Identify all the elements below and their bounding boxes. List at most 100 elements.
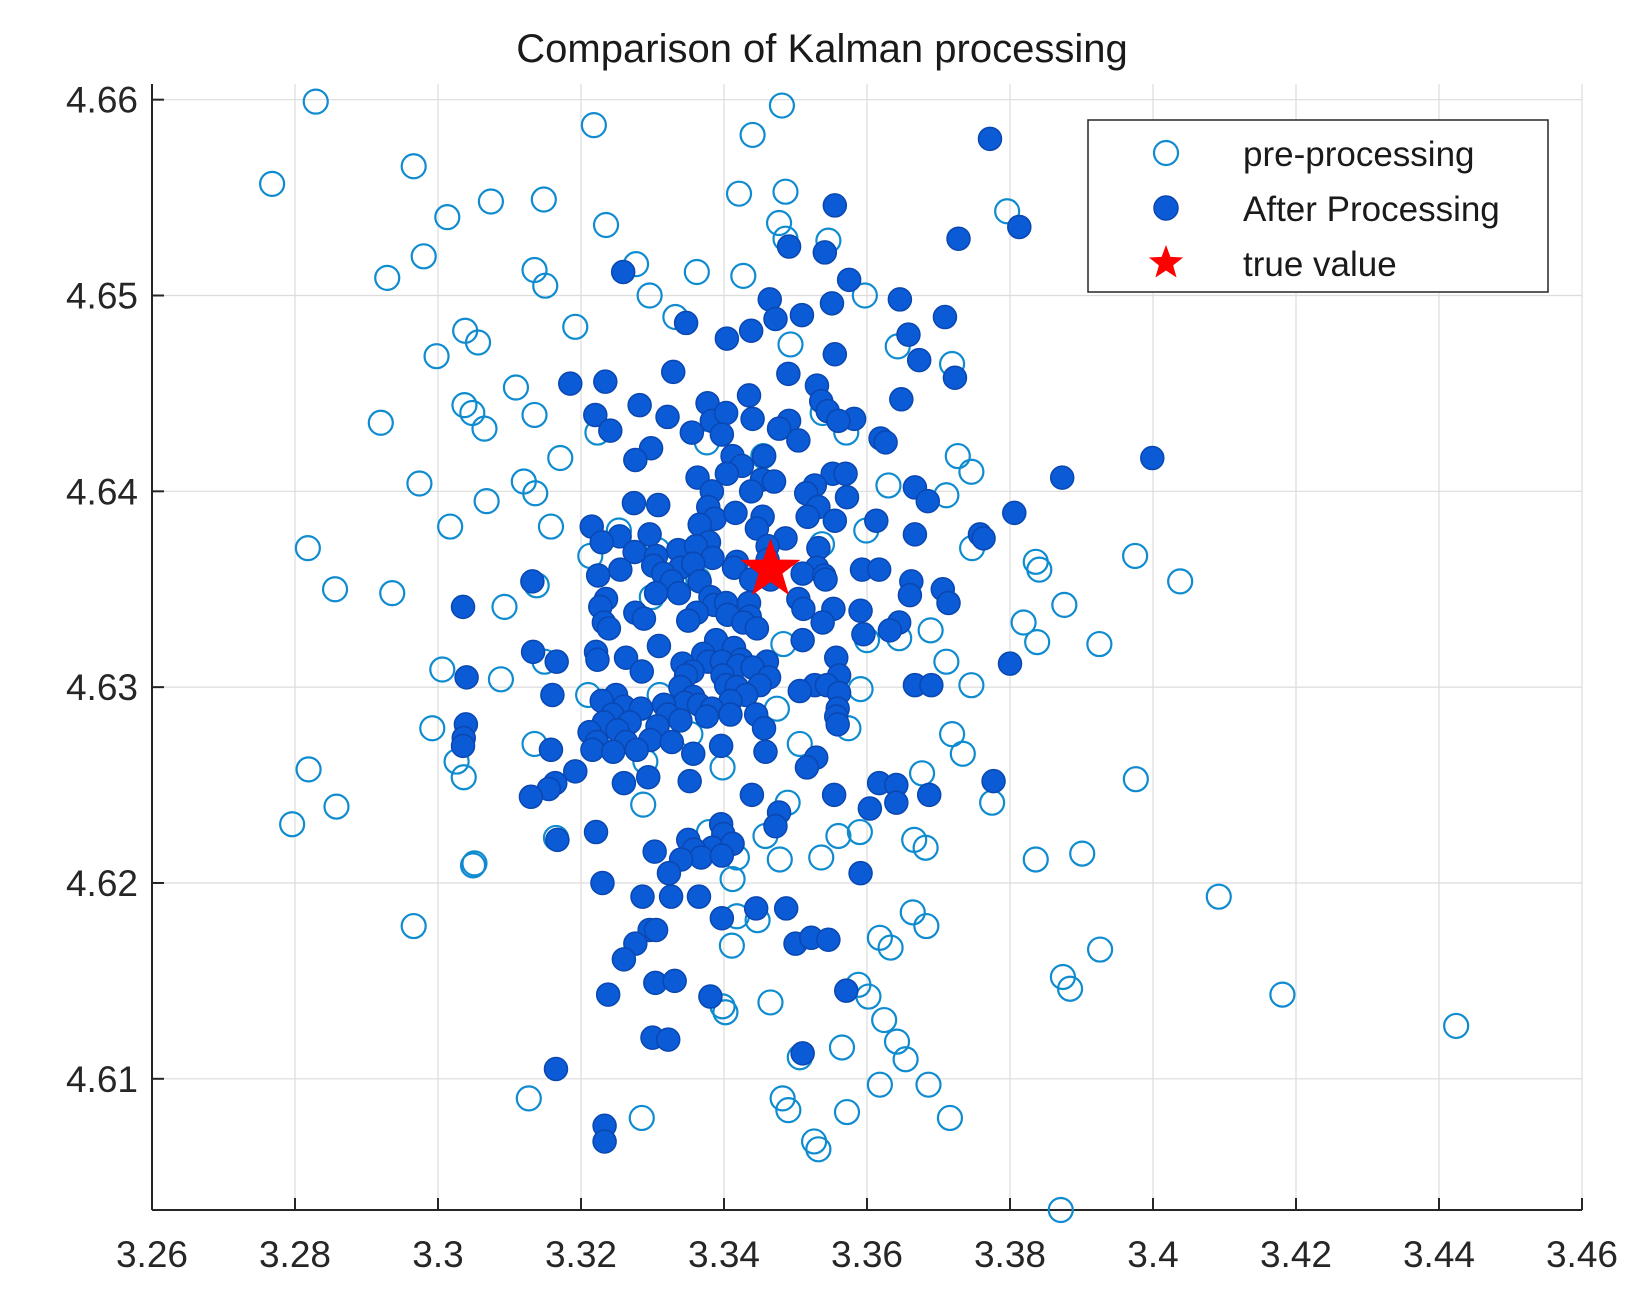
data-point-pre-processing bbox=[765, 209, 793, 237]
data-point-after-processing bbox=[656, 860, 682, 886]
data-point-after-processing bbox=[739, 782, 765, 808]
data-point-pre-processing bbox=[562, 313, 589, 340]
data-point-after-processing bbox=[709, 422, 735, 447]
data-point-after-processing bbox=[714, 326, 740, 351]
data-point-after-processing bbox=[518, 784, 544, 810]
data-point-pre-processing bbox=[419, 715, 446, 742]
data-point-pre-processing bbox=[866, 924, 893, 951]
x-tick-label: 3.26 bbox=[116, 1234, 188, 1275]
data-point-after-processing bbox=[1049, 465, 1075, 490]
x-tick-label: 3.42 bbox=[1260, 1234, 1332, 1275]
data-point-after-processing bbox=[598, 418, 623, 443]
data-point-after-processing bbox=[795, 504, 820, 530]
data-point-after-processing bbox=[1002, 500, 1027, 526]
data-point-pre-processing bbox=[374, 264, 401, 291]
data-point-after-processing bbox=[848, 598, 873, 624]
data-point-after-processing bbox=[666, 580, 692, 606]
data-point-after-processing bbox=[851, 622, 876, 647]
data-point-pre-processing bbox=[828, 1034, 856, 1061]
data-point-after-processing bbox=[773, 896, 799, 921]
data-point-after-processing bbox=[543, 1056, 569, 1082]
x-tick-label: 3.46 bbox=[1546, 1234, 1618, 1275]
x-tick-label: 3.3 bbox=[412, 1234, 463, 1275]
data-point-after-processing bbox=[623, 447, 648, 473]
data-point-pre-processing bbox=[994, 198, 1021, 225]
x-tick-label: 3.34 bbox=[688, 1234, 760, 1275]
data-point-after-processing bbox=[753, 739, 778, 765]
data-point-after-processing bbox=[997, 651, 1023, 676]
data-point-pre-processing bbox=[768, 92, 796, 119]
data-point-pre-processing bbox=[491, 593, 518, 620]
data-point-after-processing bbox=[981, 768, 1006, 794]
legend-label-true-value: true value bbox=[1243, 245, 1397, 284]
y-tick-label: 4.65 bbox=[66, 275, 138, 316]
data-point-after-processing bbox=[825, 712, 850, 737]
data-point-pre-processing bbox=[487, 666, 515, 693]
data-point-after-processing bbox=[810, 610, 835, 635]
data-point-after-processing bbox=[585, 647, 610, 672]
data-point-pre-processing bbox=[979, 789, 1006, 816]
data-point-after-processing bbox=[668, 708, 693, 733]
data-point-pre-processing bbox=[471, 415, 498, 442]
data-point-after-processing bbox=[643, 917, 669, 943]
data-point-pre-processing bbox=[461, 850, 488, 877]
y-tick-label: 4.62 bbox=[66, 863, 138, 904]
data-point-after-processing bbox=[743, 896, 769, 921]
data-point-pre-processing bbox=[400, 912, 427, 940]
data-point-pre-processing bbox=[459, 852, 487, 879]
data-point-pre-processing bbox=[400, 153, 427, 180]
data-point-after-processing bbox=[790, 627, 815, 653]
data-point-pre-processing bbox=[933, 648, 960, 675]
data-point-after-processing bbox=[590, 870, 615, 896]
data-point-after-processing bbox=[738, 479, 764, 504]
data-point-pre-processing bbox=[437, 513, 464, 540]
data-point-after-processing bbox=[826, 408, 851, 434]
data-point-pre-processing bbox=[1269, 981, 1296, 1008]
data-point-after-processing bbox=[611, 947, 637, 972]
data-point-after-processing bbox=[821, 782, 847, 808]
legend: pre-processing After Processing true val… bbox=[1087, 119, 1549, 293]
data-point-pre-processing bbox=[450, 764, 477, 791]
data-point-pre-processing bbox=[915, 1071, 942, 1098]
data-point-pre-processing bbox=[1047, 1196, 1074, 1224]
y-tick-label: 4.66 bbox=[66, 80, 138, 121]
data-point-after-processing bbox=[857, 796, 883, 821]
y-tick-labels: 4.61 4.62 4.63 4.64 4.65 4.66 bbox=[66, 80, 138, 1100]
data-point-pre-processing bbox=[473, 488, 500, 515]
data-point-after-processing bbox=[744, 516, 770, 541]
data-point-pre-processing bbox=[1086, 630, 1113, 658]
x-tick-label: 3.44 bbox=[1403, 1234, 1475, 1275]
data-point-after-processing bbox=[766, 416, 792, 441]
data-point-after-processing bbox=[744, 616, 770, 641]
data-point-after-processing bbox=[873, 430, 898, 455]
data-point-after-processing bbox=[866, 557, 892, 582]
data-point-after-processing bbox=[585, 563, 611, 588]
data-point-after-processing bbox=[915, 488, 941, 514]
data-point-pre-processing bbox=[547, 444, 574, 472]
data-point-pre-processing bbox=[477, 188, 505, 215]
data-point-after-processing bbox=[627, 392, 652, 418]
data-point-true-value bbox=[740, 538, 801, 596]
data-point-pre-processing bbox=[537, 513, 565, 540]
legend-marker-after-processing bbox=[1153, 195, 1179, 221]
x-tick-label: 3.28 bbox=[259, 1234, 331, 1275]
data-point-after-processing bbox=[608, 557, 633, 582]
data-point-after-processing bbox=[714, 461, 740, 486]
data-point-after-processing bbox=[751, 443, 777, 469]
data-point-after-processing bbox=[589, 529, 614, 555]
data-point-after-processing bbox=[709, 905, 735, 931]
data-point-pre-processing bbox=[958, 458, 985, 485]
x-tick-label: 3.38 bbox=[974, 1234, 1046, 1275]
data-point-after-processing bbox=[776, 361, 801, 387]
data-point-pre-processing bbox=[866, 1071, 893, 1098]
data-point-pre-processing bbox=[423, 343, 450, 370]
data-point-after-processing bbox=[679, 420, 705, 445]
data-point-after-processing bbox=[520, 569, 545, 594]
data-point-pre-processing bbox=[592, 211, 620, 239]
data-point-after-processing bbox=[621, 490, 647, 516]
data-point-pre-processing bbox=[502, 374, 530, 401]
data-point-after-processing bbox=[889, 387, 914, 412]
y-tick-label: 4.61 bbox=[66, 1059, 138, 1100]
data-point-pre-processing bbox=[833, 1098, 861, 1126]
